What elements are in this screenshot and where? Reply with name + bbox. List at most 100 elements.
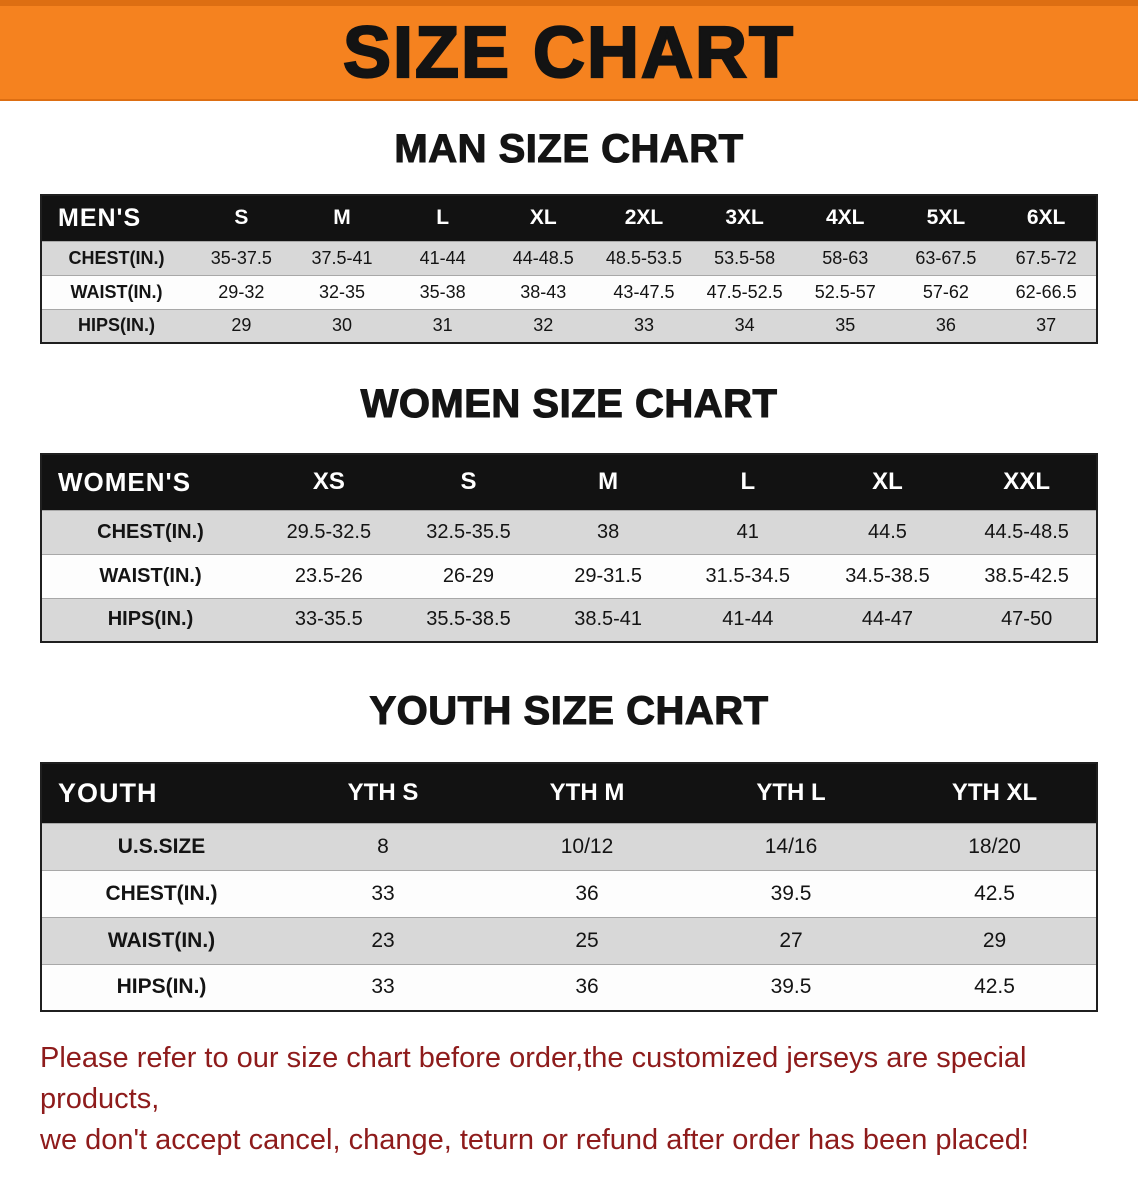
size-value-cell: 29.5-32.5 bbox=[286, 520, 372, 543]
category-header-cell: YOUTH bbox=[41, 763, 281, 823]
size-value-cell: 32 bbox=[533, 315, 554, 336]
header-row: MEN'S S M L XL 2XL 3XL 4XL 5XL 6XL bbox=[41, 195, 1097, 241]
women-chart-heading: WOMEN SIZE CHART bbox=[360, 381, 778, 426]
size-value-cell: 23 bbox=[371, 928, 395, 952]
size-value-cell: 33 bbox=[633, 315, 654, 336]
size-value-cell: 47.5-52.5 bbox=[706, 281, 783, 302]
table-row: CHEST(IN.) 29.5-32.5 32.5-35.5 38 41 44.5 44.5… bbox=[41, 510, 1097, 554]
size-value-cell: 32-35 bbox=[318, 281, 365, 302]
row-label-cell: HIPS(IN.) bbox=[107, 608, 194, 631]
size-header-cell: 6XL bbox=[996, 195, 1097, 241]
page-title: SIZE CHART bbox=[342, 11, 795, 93]
youth-chart-heading: YOUTH SIZE CHART bbox=[369, 688, 769, 733]
size-value-cell: 33-35.5 bbox=[294, 608, 363, 631]
size-value-cell: 35-38 bbox=[419, 281, 466, 302]
size-value-cell: 26-29 bbox=[442, 564, 495, 587]
size-value-cell: 43-47.5 bbox=[613, 281, 675, 302]
size-value-cell: 38 bbox=[597, 520, 620, 543]
size-value-cell: 58-63 bbox=[822, 247, 869, 268]
size-value-cell: 53.5-58 bbox=[714, 247, 776, 268]
size-value-cell: 31 bbox=[432, 315, 453, 336]
size-value-cell: 34.5-38.5 bbox=[845, 564, 930, 587]
size-value-cell: 8 bbox=[377, 834, 389, 858]
size-value-cell: 30 bbox=[331, 315, 352, 336]
size-header-cell: S bbox=[398, 454, 539, 510]
size-value-cell: 39.5 bbox=[770, 975, 812, 999]
size-value-cell: 38-43 bbox=[520, 281, 567, 302]
size-header-cell: 5XL bbox=[895, 195, 997, 241]
size-header-cell: L bbox=[677, 454, 818, 510]
size-header-cell: M bbox=[538, 454, 678, 510]
size-value-cell: 48.5-53.5 bbox=[605, 247, 682, 268]
size-value-cell: 44.5 bbox=[867, 520, 907, 543]
men-section: MAN SIZE CHART MEN'S S M L XL 2XL 3XL 4XL 5XL 6XL… bbox=[0, 126, 1138, 344]
size-value-cell: 35.5-38.5 bbox=[426, 608, 511, 631]
size-header-cell: XL bbox=[817, 454, 958, 510]
size-value-cell: 62-66.5 bbox=[1015, 281, 1077, 302]
size-value-cell: 31.5-34.5 bbox=[705, 564, 791, 587]
size-header-cell: YTH L bbox=[689, 763, 893, 823]
row-label-cell: U.S.SIZE bbox=[117, 834, 206, 858]
size-value-cell: 47-50 bbox=[1001, 608, 1053, 631]
women-section: WOMEN SIZE CHART WOMEN'S XS S M L XL XXL CHEST(… bbox=[0, 381, 1138, 643]
size-header-cell: L bbox=[392, 195, 493, 241]
size-value-cell: 32.5-35.5 bbox=[426, 520, 511, 543]
row-label-cell: HIPS(IN.) bbox=[116, 975, 207, 999]
size-header-cell: XS bbox=[259, 454, 399, 510]
size-value-cell: 10/12 bbox=[560, 834, 614, 858]
size-value-cell: 34 bbox=[734, 315, 755, 336]
row-label-cell: WAIST(IN.) bbox=[99, 564, 202, 587]
size-value-cell: 44.5-48.5 bbox=[984, 520, 1069, 543]
size-value-cell: 33 bbox=[371, 975, 395, 999]
table-row: CHEST(IN.) 35-37.5 37.5-41 41-44 44-48.5 48.5… bbox=[41, 241, 1097, 275]
size-value-cell: 35 bbox=[835, 315, 856, 336]
size-value-cell: 38.5-41 bbox=[574, 608, 643, 631]
size-value-cell: 63-67.5 bbox=[915, 247, 977, 268]
size-value-cell: 41-44 bbox=[722, 608, 774, 631]
size-value-cell: 42.5 bbox=[974, 975, 1015, 999]
table-row: HIPS(IN.) 33-35.5 35.5-38.5 38.5-41 41-44 44-… bbox=[41, 598, 1097, 642]
category-header-cell: MEN'S bbox=[41, 195, 191, 241]
size-value-cell: 36 bbox=[575, 881, 599, 905]
size-value-cell: 37.5-41 bbox=[311, 247, 373, 268]
disclaimer-line-1: Please refer to our size chart before or… bbox=[40, 1042, 1027, 1116]
youth-section: YOUTH SIZE CHART YOUTH YTH S YTH M YTH L YTH… bbox=[0, 688, 1138, 1012]
size-value-cell: 33 bbox=[371, 881, 395, 905]
size-value-cell: 42.5 bbox=[974, 881, 1015, 905]
category-header-cell: WOMEN'S bbox=[41, 454, 259, 510]
header-row: YOUTH YTH S YTH M YTH L YTH XL bbox=[41, 763, 1097, 823]
size-header-cell: YTH M bbox=[485, 763, 689, 823]
size-value-cell: 52.5-57 bbox=[814, 281, 876, 302]
row-label-cell: HIPS(IN.) bbox=[77, 315, 155, 336]
size-value-cell: 67.5-72 bbox=[1015, 247, 1077, 268]
size-header-cell: 3XL bbox=[694, 195, 795, 241]
women-size-table: WOMEN'S XS S M L XL XXL CHEST(IN.) 29.5-32.5 32.5… bbox=[40, 453, 1098, 643]
size-value-cell: 29-31.5 bbox=[574, 564, 643, 587]
table-row: HIPS(IN.) 29 30 31 32 33 34 35 36 37 bbox=[41, 309, 1097, 343]
size-value-cell: 27 bbox=[779, 928, 803, 952]
table-row: U.S.SIZE 8 10/12 14/16 18/20 bbox=[41, 823, 1097, 870]
table-row: WAIST(IN.) 23.5-26 26-29 29-31.5 31.5-34.5 34… bbox=[41, 554, 1097, 598]
row-label-cell: CHEST(IN.) bbox=[105, 881, 218, 905]
size-header-cell: 4XL bbox=[794, 195, 896, 241]
size-value-cell: 39.5 bbox=[770, 881, 812, 905]
header-row: WOMEN'S XS S M L XL XXL bbox=[41, 454, 1097, 510]
size-value-cell: 36 bbox=[935, 315, 956, 336]
row-label-cell: WAIST(IN.) bbox=[107, 928, 216, 952]
size-value-cell: 25 bbox=[575, 928, 599, 952]
size-value-cell: 18/20 bbox=[968, 834, 1021, 858]
banner: SIZE CHART bbox=[0, 0, 1138, 101]
size-value-cell: 41-44 bbox=[419, 247, 466, 268]
table-row: WAIST(IN.) 29-32 32-35 35-38 38-43 43-47.5 47.… bbox=[41, 275, 1097, 309]
row-label-cell: CHEST(IN.) bbox=[68, 247, 165, 268]
row-label-cell: WAIST(IN.) bbox=[70, 281, 163, 302]
size-value-cell: 37 bbox=[1036, 315, 1057, 336]
size-value-cell: 44-48.5 bbox=[512, 247, 574, 268]
size-value-cell: 38.5-42.5 bbox=[984, 564, 1069, 587]
size-value-cell: 44-47 bbox=[861, 608, 914, 631]
size-header-cell: M bbox=[291, 195, 393, 241]
size-value-cell: 23.5-26 bbox=[294, 564, 363, 587]
size-value-cell: 14/16 bbox=[764, 834, 818, 858]
size-header-cell: S bbox=[191, 195, 292, 241]
